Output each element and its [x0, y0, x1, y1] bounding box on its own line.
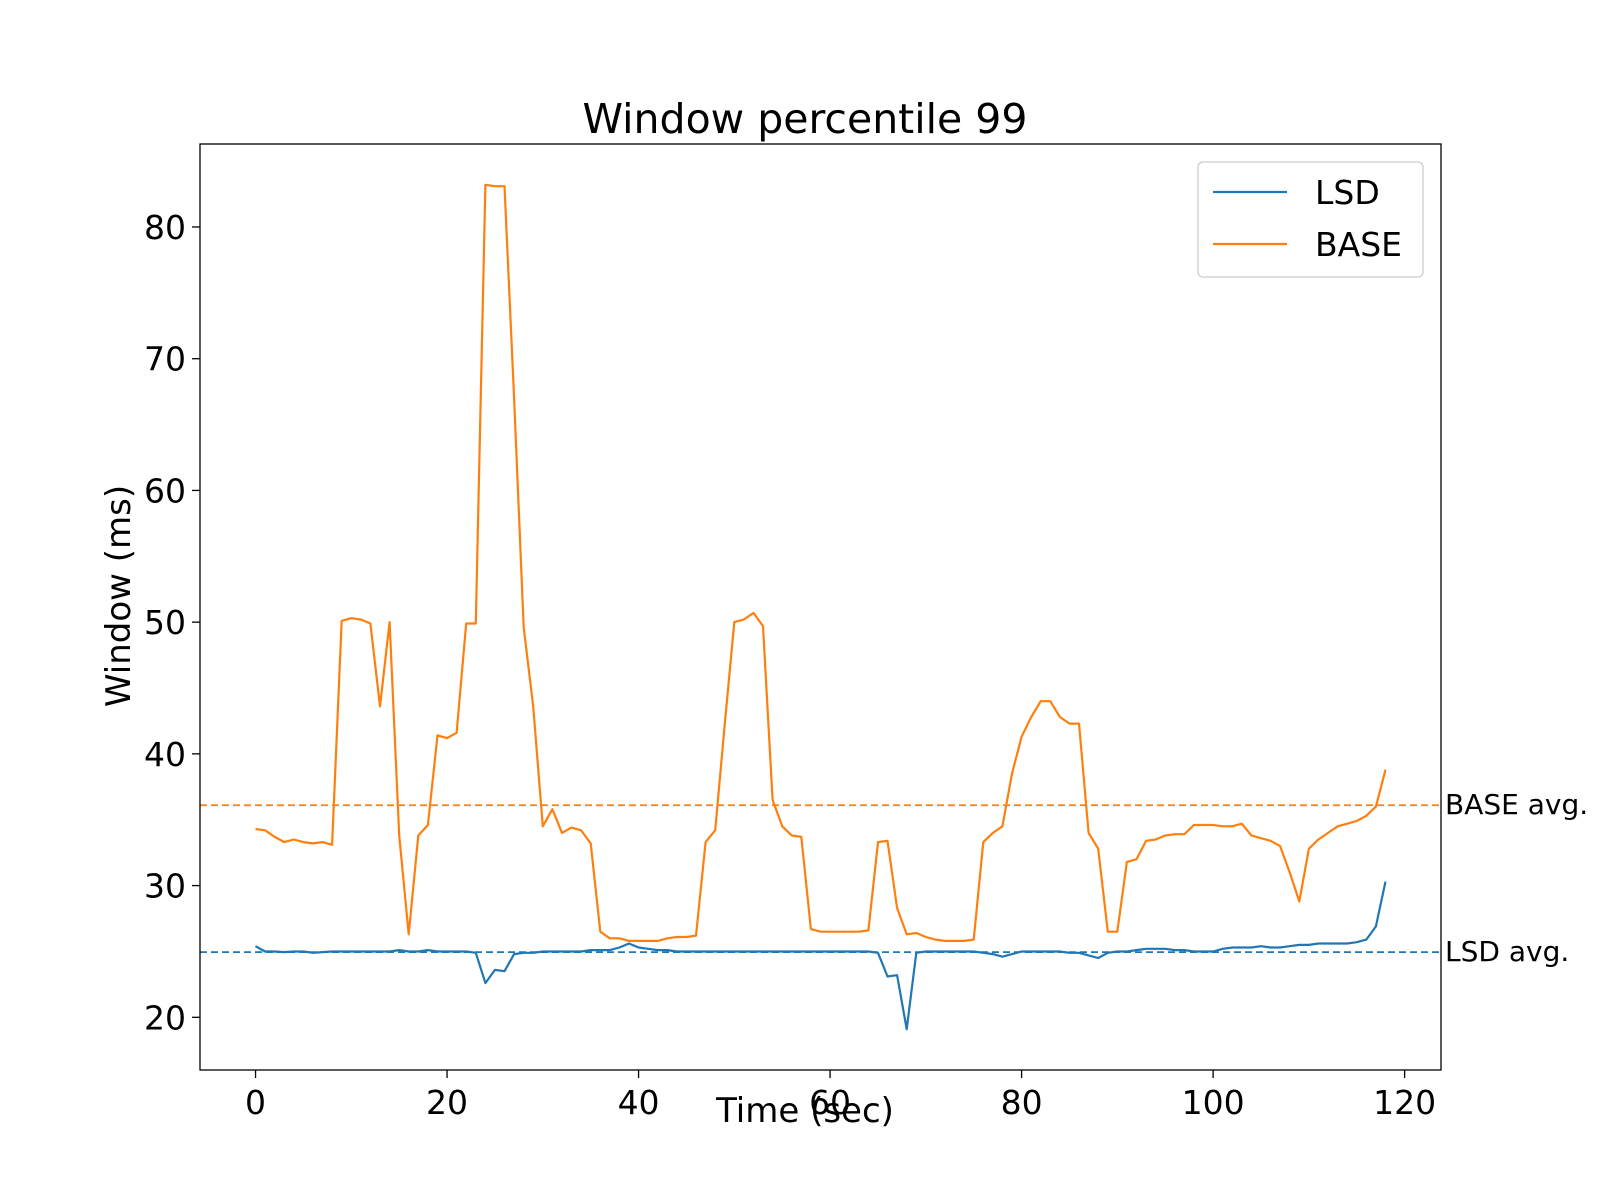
series-line-base	[255, 183, 1387, 943]
x-tick-label: 100	[1182, 1083, 1245, 1122]
y-tick-label: 40	[144, 735, 186, 774]
plot-frame	[199, 143, 1442, 1071]
plot-area: BASE avg. LSD avg.	[200, 183, 1588, 1031]
x-tick-label: 40	[618, 1083, 660, 1122]
series-line-lsd	[254, 881, 1387, 1031]
y-tick-label: 20	[144, 998, 186, 1037]
x-tick-label: 80	[1001, 1083, 1043, 1122]
y-tick-label: 50	[144, 603, 186, 642]
x-tick-label: 120	[1373, 1083, 1436, 1122]
legend-label-lsd: LSD	[1315, 173, 1380, 212]
y-tick-label: 60	[144, 471, 186, 510]
x-axis-label: Time (sec)	[715, 1091, 894, 1131]
x-tick-label: 20	[426, 1083, 468, 1122]
x-tick-label: 0	[245, 1083, 266, 1122]
y-axis: 20 30 40 50 60 70 80	[144, 208, 200, 1037]
y-axis-label: Window (ms)	[99, 485, 139, 707]
y-tick-label: 70	[144, 340, 186, 379]
y-tick-label: 30	[144, 867, 186, 906]
y-tick-label: 80	[144, 208, 186, 247]
x-tick-label: 60	[809, 1083, 851, 1122]
x-axis: 0 20 40 60 80 100 120	[245, 1070, 1436, 1122]
chart-title: Window percentile 99	[583, 95, 1028, 143]
avg-line-label-1: LSD avg.	[1445, 935, 1569, 968]
legend-box	[1197, 161, 1424, 278]
legend-label-base: BASE	[1315, 225, 1402, 264]
legend: LSD BASE	[1197, 161, 1424, 278]
avg-line-label-0: BASE avg.	[1445, 788, 1588, 821]
